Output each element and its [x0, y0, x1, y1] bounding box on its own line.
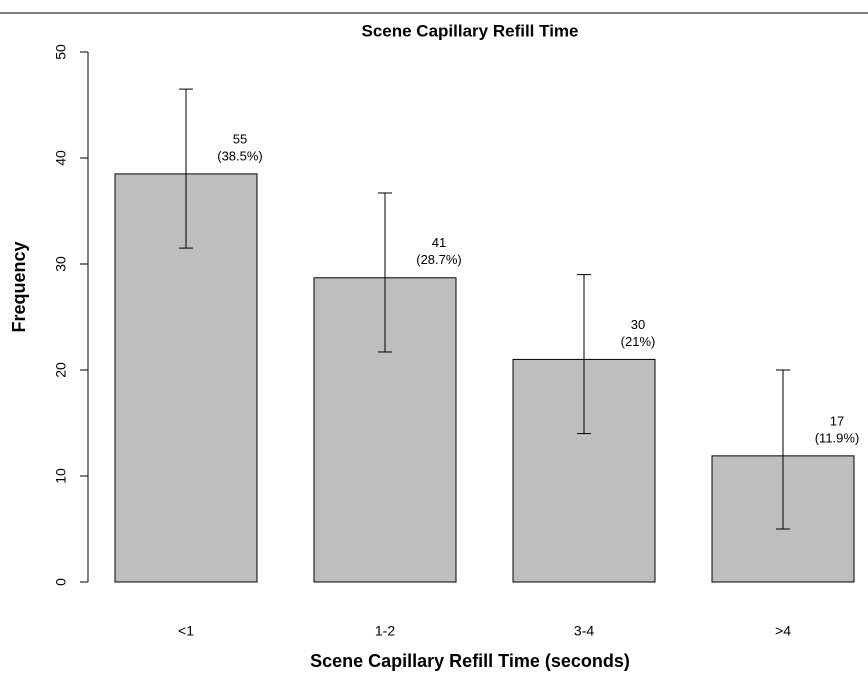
count-label: 41: [432, 235, 446, 250]
y-tick-label: 50: [53, 44, 69, 60]
percent-label: (11.9%): [815, 430, 860, 445]
x-tick-label: 3-4: [574, 623, 594, 639]
x-tick-label: 1-2: [375, 623, 395, 639]
percent-label: (21%): [621, 334, 656, 349]
count-label: 30: [631, 317, 645, 332]
y-tick-label: 0: [53, 578, 69, 586]
y-tick-label: 30: [53, 256, 69, 272]
x-axis-label: Scene Capillary Refill Time (seconds): [310, 651, 630, 671]
count-label: 17: [830, 413, 844, 428]
y-tick-label: 10: [53, 468, 69, 484]
chart-title: Scene Capillary Refill Time: [362, 21, 579, 40]
x-tick-label: <1: [178, 623, 194, 639]
x-tick-label: >4: [775, 623, 791, 639]
y-tick-label: 20: [53, 362, 69, 378]
y-tick-label: 40: [53, 150, 69, 166]
percent-label: (28.7%): [416, 252, 462, 267]
y-axis-label: Frequency: [9, 241, 29, 332]
percent-label: (38.5%): [217, 148, 263, 163]
count-label: 55: [233, 131, 247, 146]
